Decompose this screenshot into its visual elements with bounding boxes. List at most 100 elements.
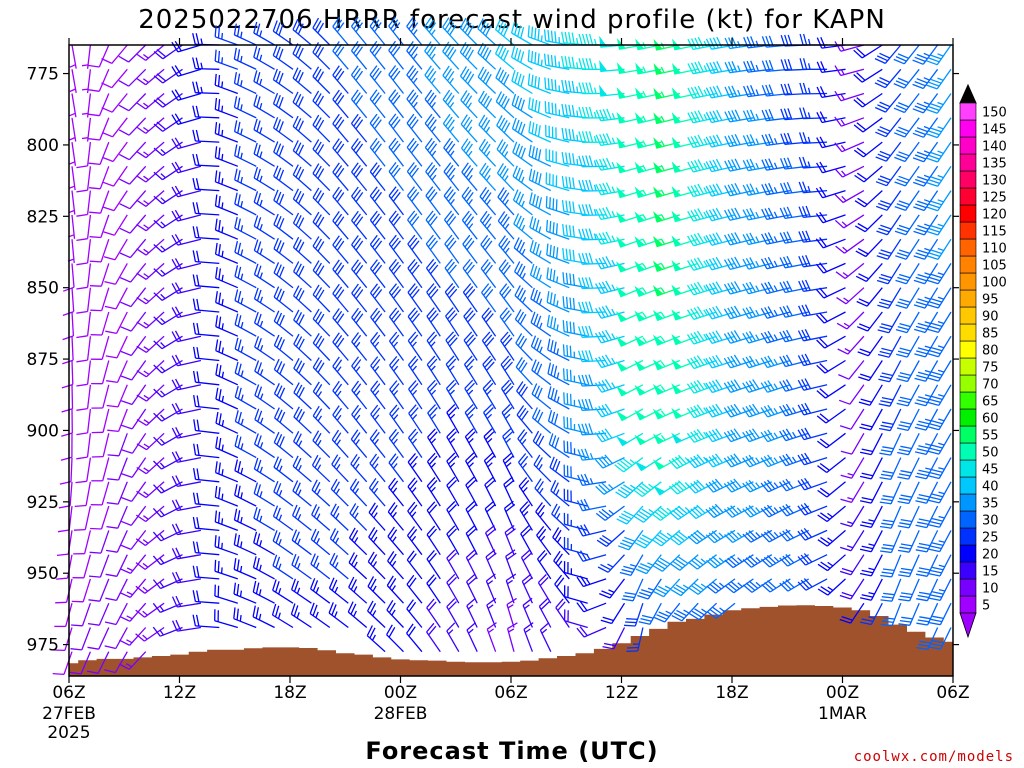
- wind-barb: [595, 305, 625, 319]
- wind-barb: [778, 478, 809, 492]
- wind-barb: [234, 168, 257, 192]
- colorbar-label: 75: [982, 361, 999, 376]
- wind-barb: [192, 274, 220, 289]
- wind-barb: [477, 66, 497, 94]
- wind-barb: [73, 530, 92, 555]
- wind-barb: [545, 196, 570, 216]
- wind-barb: [817, 554, 846, 572]
- wind-barb: [510, 46, 533, 70]
- wind-barb: [91, 384, 110, 409]
- wind-barb: [915, 530, 939, 553]
- colorbar-cell: [959, 527, 977, 546]
- wind-barb: [815, 287, 846, 299]
- x-tick-label: 12Z: [163, 683, 196, 703]
- wind-barb: [426, 331, 441, 361]
- wind-barb: [724, 232, 754, 246]
- wind-barb: [135, 554, 165, 570]
- wind-barb: [519, 501, 533, 531]
- wind-barb: [443, 186, 460, 216]
- wind-barb: [724, 134, 754, 148]
- wind-barb: [462, 258, 478, 289]
- wind-barb: [271, 603, 294, 629]
- wind-barb: [875, 141, 902, 162]
- wind-barb: [406, 113, 423, 143]
- wind-barb: [779, 329, 809, 343]
- wind-barb: [815, 211, 846, 224]
- y-tick-label: 875: [27, 350, 59, 370]
- wind-barb: [459, 41, 478, 70]
- wind-barb: [192, 614, 220, 629]
- wind-barb: [214, 510, 239, 532]
- wind-barb: [577, 398, 607, 412]
- wind-barb: [669, 505, 699, 521]
- wind-barb: [498, 235, 515, 264]
- wind-barb: [332, 308, 349, 337]
- wind-barb: [369, 186, 386, 216]
- wind-barb: [778, 503, 809, 517]
- wind-barb: [215, 387, 239, 410]
- wind-barb: [254, 384, 275, 410]
- wind-barb: [120, 360, 147, 381]
- wind-barb: [91, 433, 110, 458]
- wind-barb: [517, 453, 533, 483]
- wind-barb: [634, 335, 662, 347]
- wind-barb: [105, 554, 128, 577]
- wind-barb: [479, 210, 497, 240]
- wind-barb: [880, 578, 902, 602]
- wind-barb: [671, 383, 699, 395]
- wind-barb: [578, 179, 607, 192]
- wind-barb: [329, 528, 349, 556]
- wind-barb: [547, 386, 570, 410]
- wind-barb: [136, 165, 165, 183]
- wind-barb: [520, 525, 533, 556]
- wind-barb: [215, 363, 239, 386]
- wind-barb: [687, 504, 717, 520]
- wind-barb: [442, 41, 460, 70]
- wind-barb: [859, 408, 883, 431]
- wind-barb: [912, 68, 939, 90]
- wind-barb: [253, 142, 275, 167]
- surface-terrain: [69, 605, 953, 676]
- wind-barb: [577, 448, 607, 461]
- wind-barb: [496, 163, 515, 192]
- wind-barb: [119, 262, 147, 283]
- wind-barb: [637, 578, 662, 600]
- wind-barb: [312, 114, 331, 143]
- wind-barb: [103, 214, 128, 236]
- wind-barb: [483, 428, 497, 458]
- wind-barb: [369, 89, 386, 119]
- wind-barb: [838, 360, 865, 380]
- wind-barb: [853, 68, 883, 83]
- wind-barb: [81, 117, 92, 142]
- wind-barb: [652, 457, 681, 470]
- wind-barb: [894, 141, 920, 163]
- wind-barb: [388, 283, 405, 313]
- wind-barb: [616, 359, 644, 372]
- wind-barb: [407, 234, 423, 264]
- wind-barb: [52, 651, 73, 676]
- wind-barb: [101, 117, 128, 138]
- wind-barb: [425, 234, 441, 264]
- wind-barb: [351, 235, 368, 264]
- wind-barb: [69, 117, 77, 142]
- wind-barb: [874, 93, 902, 113]
- wind-barb: [136, 311, 165, 329]
- wind-barb: [102, 141, 128, 163]
- wind-barb: [234, 265, 257, 289]
- wind-barb: [152, 602, 183, 614]
- wind-barb: [596, 529, 625, 547]
- wind-barb: [634, 136, 662, 149]
- wind-barb: [292, 43, 312, 70]
- wind-barb: [332, 89, 349, 119]
- colorbar-label: 150: [982, 106, 1007, 121]
- wind-barb: [463, 355, 478, 386]
- wind-barb: [779, 578, 810, 592]
- wind-barb: [562, 344, 588, 362]
- wind-barb: [153, 262, 183, 277]
- wind-barb: [597, 554, 625, 573]
- wind-barb: [424, 137, 441, 167]
- x-tick-label: 06Z: [936, 683, 969, 703]
- wind-barb: [544, 101, 570, 119]
- wind-barb: [546, 267, 570, 289]
